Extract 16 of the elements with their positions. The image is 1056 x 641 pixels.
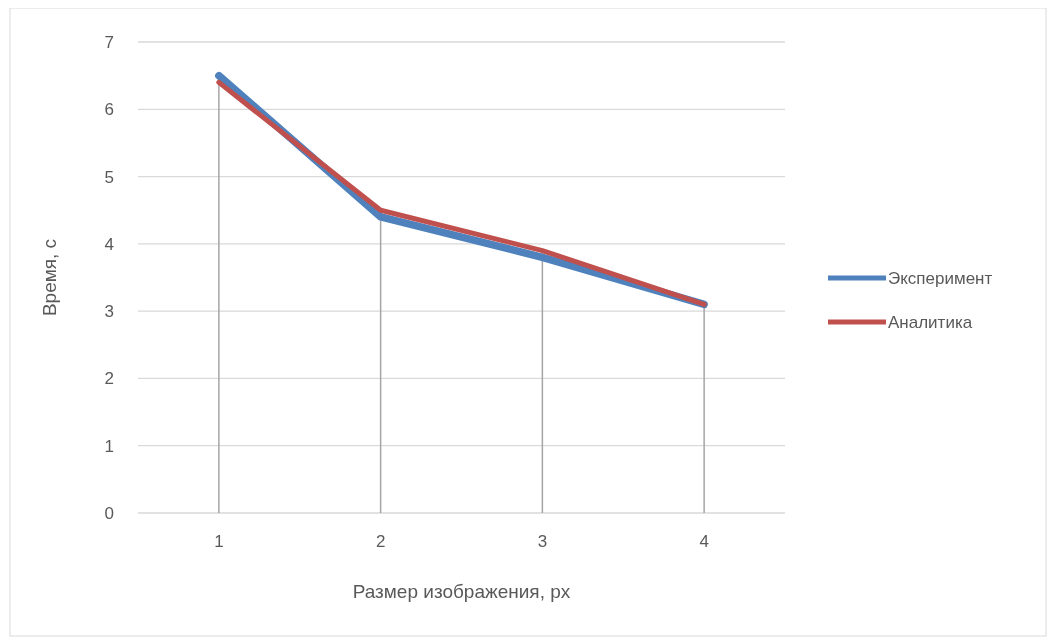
legend-label: Аналитика <box>888 312 973 332</box>
y-tick-label: 7 <box>104 32 114 52</box>
legend-label: Эксперимент <box>888 268 993 288</box>
x-tick-label: 4 <box>699 532 709 551</box>
y-tick-label: 5 <box>104 167 114 187</box>
y-tick-label: 4 <box>104 234 114 254</box>
y-tick-label: 3 <box>104 302 114 322</box>
x-tick-label: 3 <box>537 532 548 551</box>
y-tick-label: 6 <box>104 100 114 120</box>
x-tick-label: 1 <box>214 532 224 551</box>
y-tick-label: 0 <box>104 503 114 523</box>
x-axis-title: Размер изображения, px <box>352 581 571 602</box>
x-tick-label: 2 <box>375 532 386 551</box>
y-tick-label: 2 <box>104 369 114 389</box>
y-axis-title: Время, с <box>39 238 60 317</box>
y-tick-label: 1 <box>104 436 114 456</box>
